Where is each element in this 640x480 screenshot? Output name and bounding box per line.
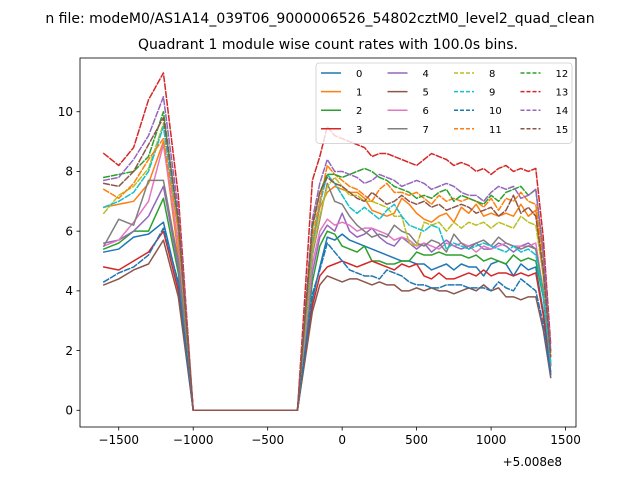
legend-label-13: 13 [556, 88, 569, 99]
legend-label-2: 2 [356, 106, 362, 117]
legend-label-14: 14 [556, 106, 569, 117]
x-tick-label: 1500 [550, 433, 581, 447]
y-tick-label: 10 [58, 105, 73, 119]
legend-label-9: 9 [489, 88, 495, 99]
legend-label-8: 8 [489, 69, 495, 80]
x-tick-label: 0 [338, 433, 346, 447]
y-tick-label: 4 [65, 284, 73, 298]
figure-title: n file: modeM0/AS1A14_039T06_9000006526_… [45, 11, 594, 27]
y-tick-label: 8 [65, 165, 73, 179]
legend-label-11: 11 [489, 125, 502, 136]
x-tick-label: −1000 [173, 433, 214, 447]
axes-frame [79, 57, 577, 428]
series-group [102, 72, 552, 412]
legend-label-0: 0 [356, 69, 362, 80]
x-tick-label: −1500 [98, 433, 139, 447]
y-tick-label: 2 [65, 344, 73, 358]
x-tick-label: 1000 [476, 433, 507, 447]
x-offset-label: +5.008e8 [503, 455, 562, 469]
legend-label-7: 7 [423, 125, 429, 136]
series-line-15 [102, 116, 552, 412]
legend-label-6: 6 [423, 106, 429, 117]
legend-label-12: 12 [556, 69, 569, 80]
y-tick-label: 6 [65, 224, 73, 238]
legend-label-1: 1 [356, 88, 362, 99]
legend-label-10: 10 [489, 106, 502, 117]
legend-label-3: 3 [356, 125, 362, 136]
legend-label-5: 5 [423, 88, 429, 99]
legend-label-15: 15 [556, 125, 569, 136]
legend-label-4: 4 [423, 69, 429, 80]
legend-box [315, 62, 573, 144]
plot-area [102, 72, 552, 412]
x-tick-label: 500 [405, 433, 428, 447]
x-tick-label: −500 [251, 433, 284, 447]
chart-title: Quadrant 1 module wise count rates with … [138, 37, 518, 53]
y-tick-label: 0 [65, 404, 73, 418]
